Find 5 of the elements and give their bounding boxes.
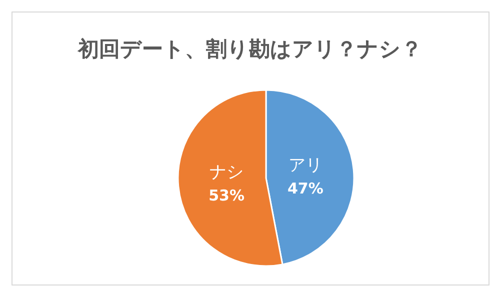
- chart-title: 初回デート、割り勘はアリ？ナシ？: [77, 37, 422, 61]
- slice-label: ナシ: [210, 162, 244, 183]
- data-label: 47%: [287, 179, 324, 198]
- slice-label: アリ: [288, 155, 322, 176]
- data-label: 53%: [208, 186, 245, 205]
